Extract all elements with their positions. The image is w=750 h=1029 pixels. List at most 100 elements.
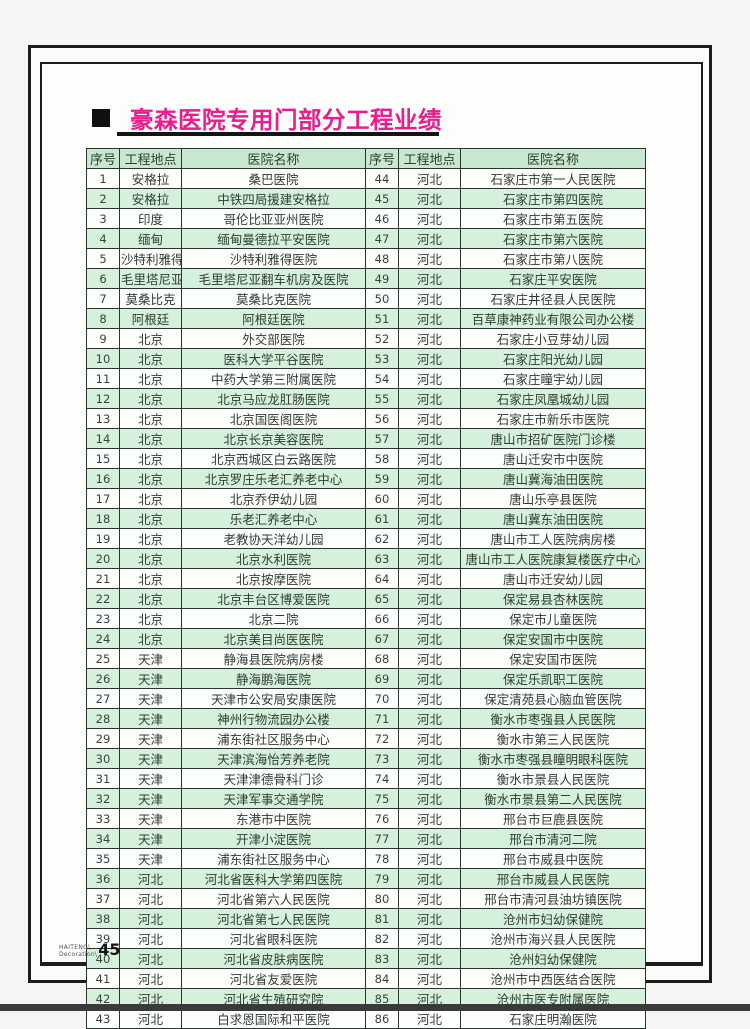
serial-cell: 13 (86, 408, 120, 429)
hospital-cell: 石家庄井径县人民医院 (460, 288, 646, 309)
serial-cell: 53 (365, 348, 399, 369)
table-row: 27 天津 天津市公安局安康医院 70 河北 保定清苑县心脑血管医院 (86, 688, 646, 709)
table-row: 31 天津 天津津德骨科门诊 74 河北 衡水市景县人民医院 (86, 768, 646, 789)
location-cell: 天津 (119, 828, 182, 849)
location-cell: 河北 (398, 448, 461, 469)
location-cell: 天津 (119, 668, 182, 689)
hospital-cell: 河北省医科大学第四医院 (181, 868, 366, 889)
location-cell: 北京 (119, 548, 182, 569)
serial-cell: 54 (365, 368, 399, 389)
location-cell: 河北 (398, 528, 461, 549)
serial-cell: 71 (365, 708, 399, 729)
location-cell: 河北 (119, 888, 182, 909)
serial-cell: 12 (86, 388, 120, 409)
serial-cell: 76 (365, 808, 399, 829)
location-cell: 河北 (398, 288, 461, 309)
serial-cell: 17 (86, 488, 120, 509)
table-row: 22 北京 北京丰台区博爱医院 65 河北 保定易县杏林医院 (86, 588, 646, 609)
header-location-left: 工程地点 (119, 148, 182, 169)
table-row: 40 河北 河北省皮肤病医院 83 河北 沧州妇幼保健院 (86, 948, 646, 969)
serial-cell: 19 (86, 528, 120, 549)
location-cell: 北京 (119, 468, 182, 489)
location-cell: 河北 (398, 248, 461, 269)
serial-cell: 75 (365, 788, 399, 809)
location-cell: 河北 (398, 628, 461, 649)
location-cell: 河北 (398, 968, 461, 989)
hospital-cell: 天津军事交通学院 (181, 788, 366, 809)
serial-cell: 5 (86, 248, 120, 269)
table-row: 5 沙特利雅得 沙特利雅得医院 48 河北 石家庄市第八医院 (86, 248, 646, 269)
location-cell: 河北 (398, 768, 461, 789)
serial-cell: 22 (86, 588, 120, 609)
table-row: 13 北京 北京国医阁医院 56 河北 石家庄市新乐市医院 (86, 408, 646, 429)
hospital-cell: 石家庄凤凰城幼儿园 (460, 388, 646, 409)
location-cell: 天津 (119, 648, 182, 669)
hospital-cell: 邢台市威县人民医院 (460, 868, 646, 889)
table-row: 26 天津 静海鹏海医院 69 河北 保定乐凯职工医院 (86, 668, 646, 689)
serial-cell: 9 (86, 328, 120, 349)
location-cell: 莫桑比克 (119, 288, 182, 309)
hospital-cell: 保定安国市医院 (460, 648, 646, 669)
location-cell: 毛里塔尼亚 (119, 268, 182, 289)
serial-cell: 64 (365, 568, 399, 589)
serial-cell: 52 (365, 328, 399, 349)
serial-cell: 25 (86, 648, 120, 669)
table-row: 4 缅甸 缅甸曼德拉平安医院 47 河北 石家庄市第六医院 (86, 228, 646, 249)
location-cell: 北京 (119, 588, 182, 609)
serial-cell: 33 (86, 808, 120, 829)
hospital-cell: 哥伦比亚亚州医院 (181, 208, 366, 229)
hospital-cell: 河北省第六人民医院 (181, 888, 366, 909)
table-row: 39 河北 河北省眼科医院 82 河北 沧州市海兴县人民医院 (86, 928, 646, 949)
location-cell: 河北 (119, 908, 182, 929)
serial-cell: 79 (365, 868, 399, 889)
location-cell: 河北 (398, 808, 461, 829)
location-cell: 河北 (398, 548, 461, 569)
location-cell: 河北 (398, 608, 461, 629)
location-cell: 河北 (398, 828, 461, 849)
location-cell: 天津 (119, 788, 182, 809)
title-bullet-square-icon (92, 109, 110, 127)
serial-cell: 47 (365, 228, 399, 249)
hospital-cell: 北京二院 (181, 608, 366, 629)
page-number: 45 (98, 940, 121, 959)
location-cell: 天津 (119, 748, 182, 769)
hospital-cell: 石家庄市第八医院 (460, 248, 646, 269)
serial-cell: 77 (365, 828, 399, 849)
serial-cell: 15 (86, 448, 120, 469)
table-row: 2 安格拉 中铁四局援建安格拉 45 河北 石家庄市第四医院 (86, 188, 646, 209)
serial-cell: 81 (365, 908, 399, 929)
location-cell: 北京 (119, 388, 182, 409)
hospital-cell: 沧州市海兴县人民医院 (460, 928, 646, 949)
hospital-cell: 唐山迁安市中医院 (460, 448, 646, 469)
serial-cell: 61 (365, 508, 399, 529)
hospital-cell: 白求恩国际和平医院 (181, 1008, 366, 1029)
hospital-cell: 沧州妇幼保健院 (460, 948, 646, 969)
hospital-cell: 石家庄市第一人民医院 (460, 168, 646, 189)
serial-cell: 23 (86, 608, 120, 629)
table-row: 8 阿根廷 阿根廷医院 51 河北 百草康神药业有限公司办公楼 (86, 308, 646, 329)
location-cell: 河北 (398, 708, 461, 729)
hospital-cell: 北京马应龙肛肠医院 (181, 388, 366, 409)
hospital-cell: 中药大学第三附属医院 (181, 368, 366, 389)
location-cell: 缅甸 (119, 228, 182, 249)
serial-cell: 27 (86, 688, 120, 709)
serial-cell: 1 (86, 168, 120, 189)
hospital-cell: 外交部医院 (181, 328, 366, 349)
footer-logo: HAITENG\ Decoration\ 45 (59, 940, 121, 959)
hospital-cell: 阿根廷医院 (181, 308, 366, 329)
table-row: 43 河北 白求恩国际和平医院 86 河北 石家庄明瀚医院 (86, 1008, 646, 1029)
serial-cell: 49 (365, 268, 399, 289)
hospital-cell: 衡水市第三人民医院 (460, 728, 646, 749)
hospital-cell: 沧州市中西医结合医院 (460, 968, 646, 989)
location-cell: 河北 (398, 388, 461, 409)
header-location-right: 工程地点 (398, 148, 461, 169)
serial-cell: 7 (86, 288, 120, 309)
location-cell: 河北 (398, 508, 461, 529)
serial-cell: 40 (86, 948, 120, 969)
hospital-cell: 石家庄阳光幼儿园 (460, 348, 646, 369)
table-row: 34 天津 开津小淀医院 77 河北 邢台市清河二院 (86, 828, 646, 849)
table-row: 16 北京 北京罗庄乐老汇养老中心 59 河北 唐山冀海油田医院 (86, 468, 646, 489)
hospital-cell: 衡水市景县第二人民医院 (460, 788, 646, 809)
hospital-cell: 唐山市迁安幼儿园 (460, 568, 646, 589)
location-cell: 天津 (119, 728, 182, 749)
